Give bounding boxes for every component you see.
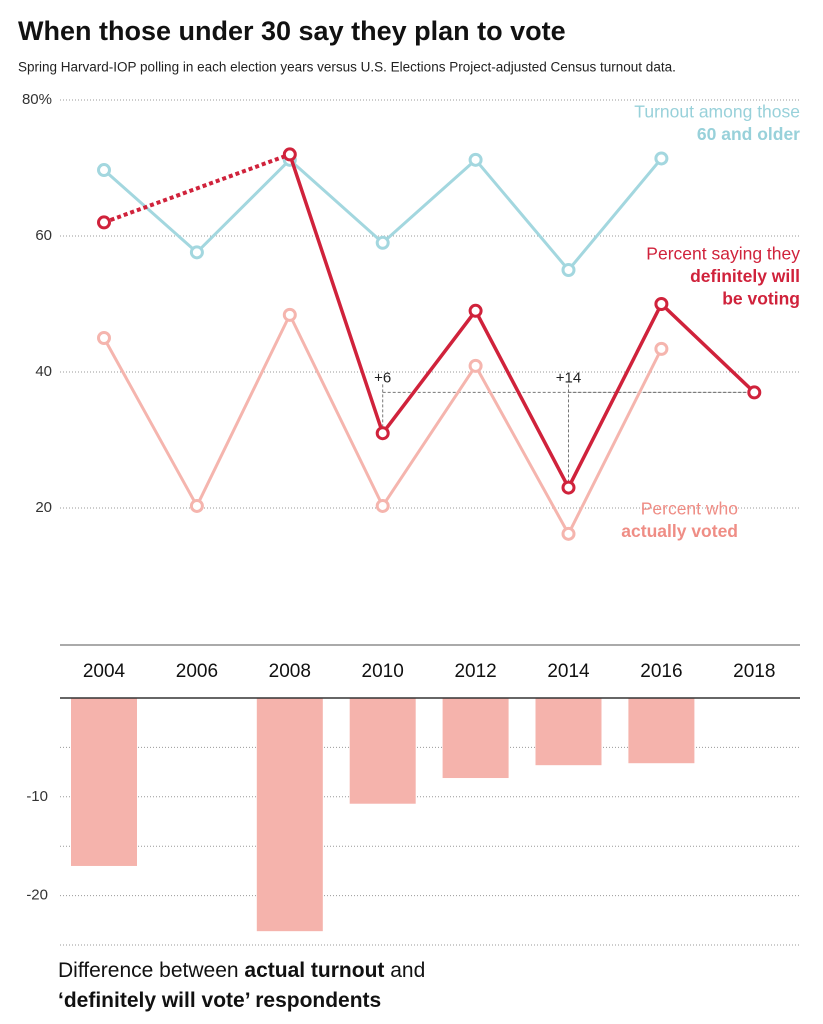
x-tick-label: 2004: [83, 661, 126, 682]
point: [282, 307, 297, 322]
chart-subtitle: Spring Harvard-IOP polling in each elect…: [18, 60, 676, 75]
point: [747, 385, 762, 400]
y-tick-label: 60: [35, 227, 52, 244]
series-label: Turnout among those: [634, 102, 800, 122]
title-part: actual turnout: [244, 959, 384, 982]
series-line: [288, 153, 756, 490]
bar: [628, 698, 695, 764]
point: [97, 215, 111, 230]
bar: [349, 698, 416, 804]
series-label: actually voted: [621, 521, 738, 541]
point: [654, 297, 669, 311]
bar: [71, 698, 137, 866]
x-tick-label: 2016: [640, 661, 682, 682]
chart-title: Difference between actual turnout and: [58, 959, 425, 982]
x-tick-label: 2014: [547, 661, 590, 682]
y-tick-label: 40: [35, 363, 52, 380]
x-tick-label: 2012: [454, 661, 496, 682]
point: [561, 263, 576, 277]
point: [561, 526, 576, 541]
point: [189, 498, 204, 513]
y-tick-label: 80%: [22, 91, 52, 108]
chart-title: When those under 30 say they plan to vot…: [18, 16, 566, 46]
x-tick-label: 2010: [362, 661, 404, 682]
series-label: definitely will: [690, 266, 800, 286]
series-label: Percent saying they: [646, 244, 800, 264]
point: [97, 331, 111, 345]
x-tick-label: 2008: [269, 661, 311, 682]
point: [468, 152, 483, 167]
title-part: and: [384, 959, 425, 982]
annotation: +6: [374, 369, 391, 386]
chart-title: ‘definitely will vote’ respondents: [58, 989, 381, 1012]
dotted-connector: [103, 152, 291, 225]
annotation: +14: [556, 369, 581, 386]
series-line: [103, 157, 663, 272]
title-part: Difference between: [58, 959, 244, 982]
point: [97, 163, 111, 178]
y-tick-label: -20: [26, 887, 48, 904]
point: [375, 235, 390, 250]
bar: [535, 698, 602, 766]
point: [468, 358, 483, 373]
x-tick-label: 2006: [176, 661, 218, 682]
point: [561, 480, 576, 495]
point: [282, 147, 297, 162]
series-label: Percent who: [641, 499, 738, 519]
series-label: 60 and older: [697, 124, 800, 144]
series-label: be voting: [722, 289, 800, 309]
point: [375, 426, 390, 441]
point: [654, 151, 669, 166]
bar: [256, 698, 323, 932]
point: [189, 245, 204, 260]
bar: [442, 698, 509, 779]
point: [375, 498, 390, 513]
y-tick-label: 20: [35, 499, 52, 516]
point: [654, 341, 669, 356]
point: [468, 303, 483, 318]
title-part: ‘definitely will vote’ respondents: [58, 989, 381, 1012]
x-tick-label: 2018: [733, 661, 775, 682]
y-tick-label: -10: [26, 788, 48, 805]
